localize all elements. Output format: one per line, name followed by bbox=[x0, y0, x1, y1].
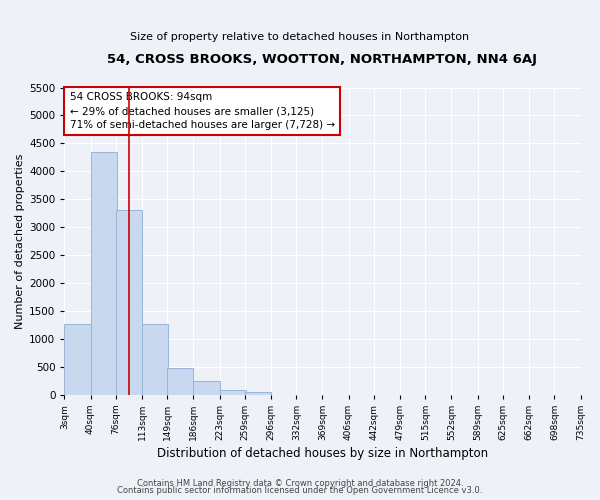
Y-axis label: Number of detached properties: Number of detached properties bbox=[15, 154, 25, 329]
Text: Contains HM Land Registry data © Crown copyright and database right 2024.: Contains HM Land Registry data © Crown c… bbox=[137, 478, 463, 488]
Bar bbox=[64, 324, 91, 394]
Bar bbox=[91, 152, 116, 394]
Text: Contains public sector information licensed under the Open Government Licence v3: Contains public sector information licen… bbox=[118, 486, 482, 495]
X-axis label: Distribution of detached houses by size in Northampton: Distribution of detached houses by size … bbox=[157, 447, 488, 460]
Title: 54, CROSS BROOKS, WOOTTON, NORTHAMPTON, NN4 6AJ: 54, CROSS BROOKS, WOOTTON, NORTHAMPTON, … bbox=[107, 52, 538, 66]
Bar bbox=[116, 210, 142, 394]
Bar bbox=[220, 390, 245, 394]
Bar bbox=[193, 381, 220, 394]
Text: Size of property relative to detached houses in Northampton: Size of property relative to detached ho… bbox=[130, 32, 470, 42]
Bar bbox=[142, 324, 168, 394]
Bar bbox=[167, 368, 193, 394]
Bar bbox=[245, 392, 271, 394]
Text: 54 CROSS BROOKS: 94sqm
← 29% of detached houses are smaller (3,125)
71% of semi-: 54 CROSS BROOKS: 94sqm ← 29% of detached… bbox=[70, 92, 335, 130]
